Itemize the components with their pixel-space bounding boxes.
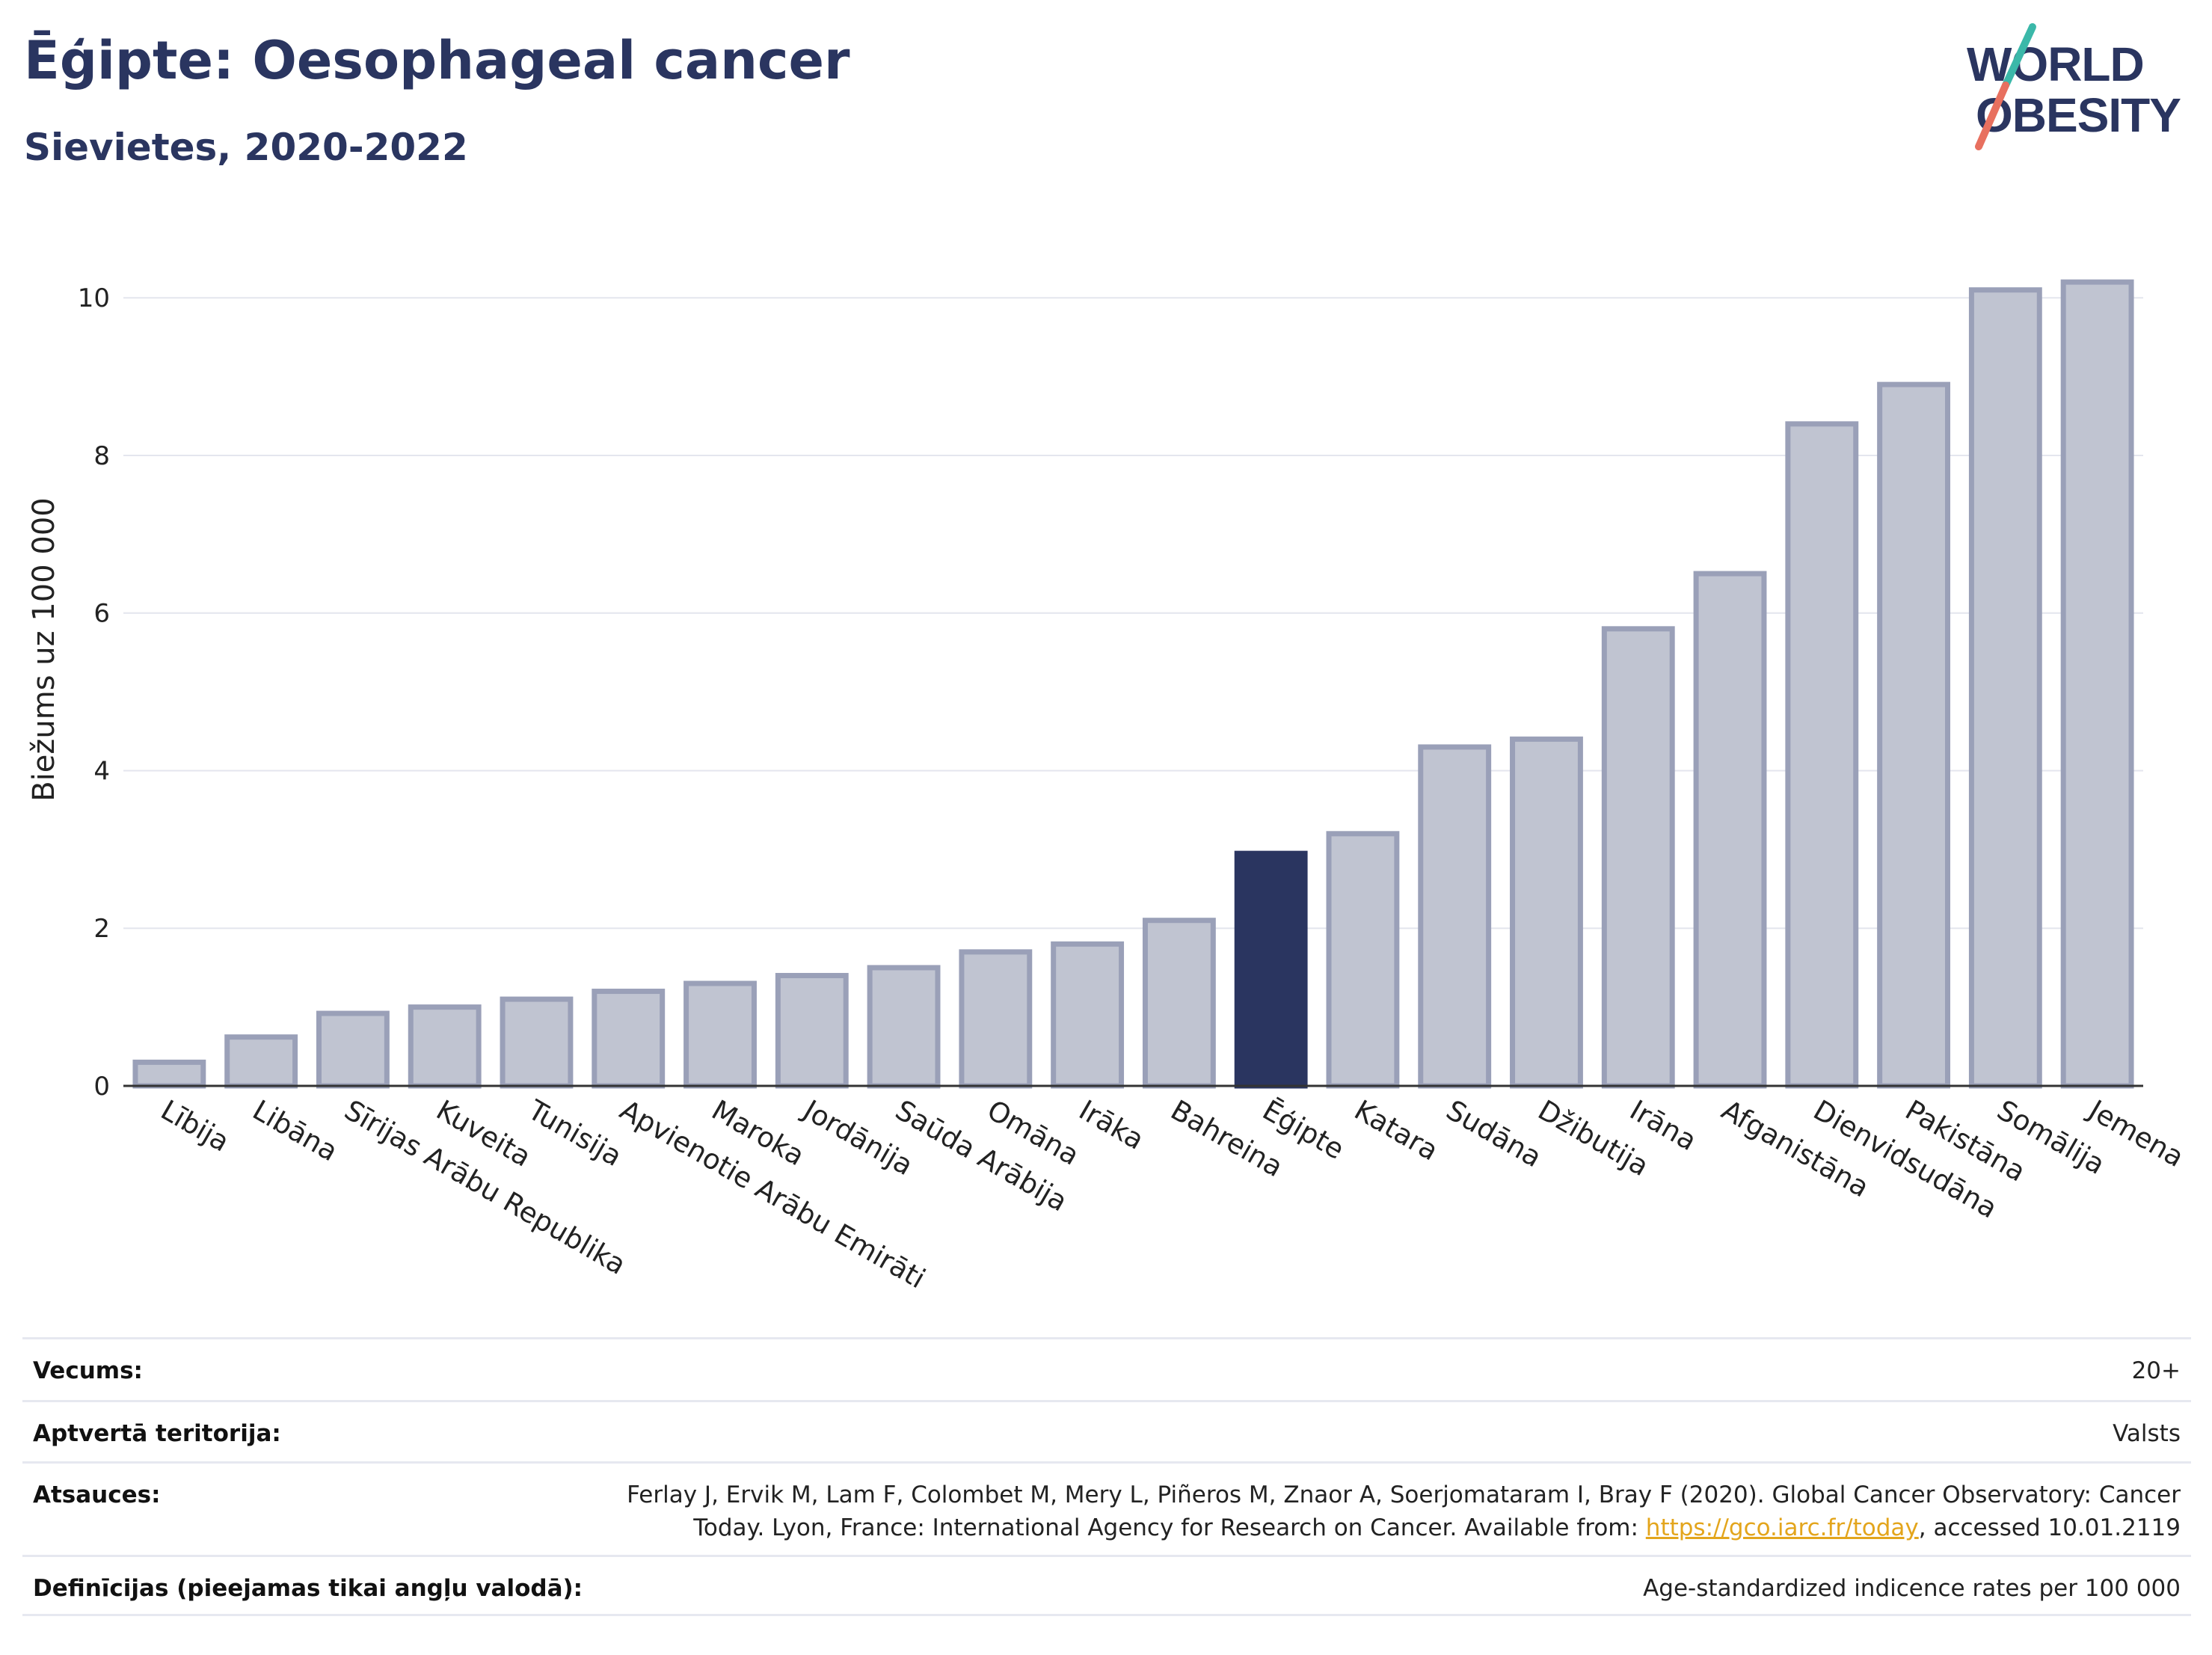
bar-afganistāna[interactable] bbox=[1693, 571, 1767, 1089]
y-tick-label: 4 bbox=[93, 756, 110, 786]
x-tick-label-tunisija: Tunisija bbox=[522, 1093, 627, 1173]
meta-row-age: Vecums: 20+ bbox=[22, 1337, 2191, 1400]
bar-pakistāna[interactable] bbox=[1877, 381, 1950, 1089]
meta-value-age: 20+ bbox=[2131, 1357, 2181, 1384]
y-tick-label: 2 bbox=[93, 914, 110, 944]
meta-label-definitions: Definīcijas (pieejamas tikai angļu valod… bbox=[33, 1575, 583, 1602]
y-tick-label: 0 bbox=[93, 1072, 110, 1102]
meta-label-age: Vecums: bbox=[33, 1357, 143, 1384]
reference-accessed: , accessed 10.01.2119 bbox=[1918, 1514, 2181, 1541]
bar-libāna[interactable] bbox=[224, 1034, 298, 1089]
bar-saūda-arābija[interactable] bbox=[867, 965, 941, 1089]
bar-apvienotie-arābu-emirāti[interactable] bbox=[592, 989, 666, 1089]
reference-text: Ferlay J, Ervik M, Lam F, Colombet M, Me… bbox=[627, 1481, 2181, 1541]
logo-slash-top bbox=[2002, 23, 2036, 89]
bar-kuveita[interactable] bbox=[408, 1004, 482, 1089]
meta-label-references: Atsauces: bbox=[33, 1481, 161, 1508]
bar-dienvidsudāna[interactable] bbox=[1785, 421, 1859, 1089]
y-axis-title: Biežums uz 100 000 bbox=[27, 497, 61, 802]
meta-value-references: Ferlay J, Ervik M, Lam F, Colombet M, Me… bbox=[588, 1479, 2181, 1544]
x-tick-label-lībija: Lībija bbox=[156, 1094, 235, 1158]
bar-somālija[interactable] bbox=[1968, 287, 2042, 1089]
bars bbox=[132, 279, 2134, 1089]
bar-irāka[interactable] bbox=[1051, 941, 1125, 1089]
meta-value-territory: Valsts bbox=[2113, 1420, 2181, 1447]
meta-row-territory: Aptvertā teritorija: Valsts bbox=[22, 1400, 2191, 1461]
bar-ēģipte[interactable] bbox=[1234, 850, 1308, 1089]
bar-lībija[interactable] bbox=[132, 1059, 206, 1089]
bar-jordānija[interactable] bbox=[775, 972, 849, 1089]
meta-label-territory: Aptvertā teritorija: bbox=[33, 1420, 281, 1447]
x-tick-label-katara: Katara bbox=[1349, 1094, 1444, 1167]
x-tick-label-sudāna: Sudāna bbox=[1441, 1094, 1547, 1174]
bar-džibutija[interactable] bbox=[1510, 736, 1583, 1089]
logo-line-1: WORLD bbox=[1967, 37, 2144, 91]
bar-irāna[interactable] bbox=[1601, 626, 1675, 1089]
bar-maroka[interactable] bbox=[683, 980, 757, 1089]
y-tick-label: 8 bbox=[93, 441, 110, 471]
x-tick-label-libāna: Libāna bbox=[248, 1094, 343, 1168]
world-obesity-logo[interactable]: WORLD OBESITY bbox=[1952, 21, 2199, 156]
bar-omāna[interactable] bbox=[959, 949, 1033, 1089]
page-subtitle: Sievietes, 2020-2022 bbox=[24, 126, 468, 169]
meta-row-references: Atsauces: Ferlay J, Ervik M, Lam F, Colo… bbox=[22, 1461, 2191, 1555]
page-title: Ēģipte: Oesophageal cancer bbox=[24, 30, 850, 91]
y-tick-label: 10 bbox=[78, 283, 110, 313]
meta-row-definitions: Definīcijas (pieejamas tikai angļu valod… bbox=[22, 1555, 2191, 1616]
x-tick-label-irāka: Irāka bbox=[1074, 1094, 1149, 1156]
logo-slash-bottom bbox=[1975, 82, 2009, 150]
bar-jemena[interactable] bbox=[2060, 279, 2134, 1089]
metadata-table: Vecums: 20+ Aptvertā teritorija: Valsts … bbox=[22, 1337, 2191, 1616]
y-axis-ticks: 0 2 4 6 8 10 bbox=[78, 283, 110, 1102]
bar-sudāna[interactable] bbox=[1418, 744, 1492, 1089]
bar-sīrijas-arābu-republika[interactable] bbox=[316, 1010, 390, 1089]
bar-bahreina[interactable] bbox=[1142, 918, 1216, 1089]
bar-katara[interactable] bbox=[1326, 831, 1400, 1089]
meta-value-definitions: Age-standardized indicence rates per 100… bbox=[1643, 1575, 2181, 1602]
logo-line-2: OBESITY bbox=[1976, 88, 2181, 142]
reference-link[interactable]: https://gco.iarc.fr/today bbox=[1645, 1514, 1919, 1541]
y-tick-label: 6 bbox=[93, 599, 110, 629]
bar-tunisija[interactable] bbox=[500, 996, 574, 1089]
